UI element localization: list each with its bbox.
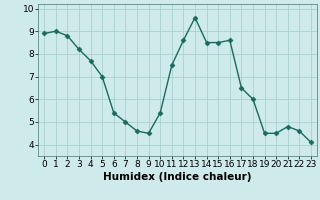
X-axis label: Humidex (Indice chaleur): Humidex (Indice chaleur)	[103, 172, 252, 182]
